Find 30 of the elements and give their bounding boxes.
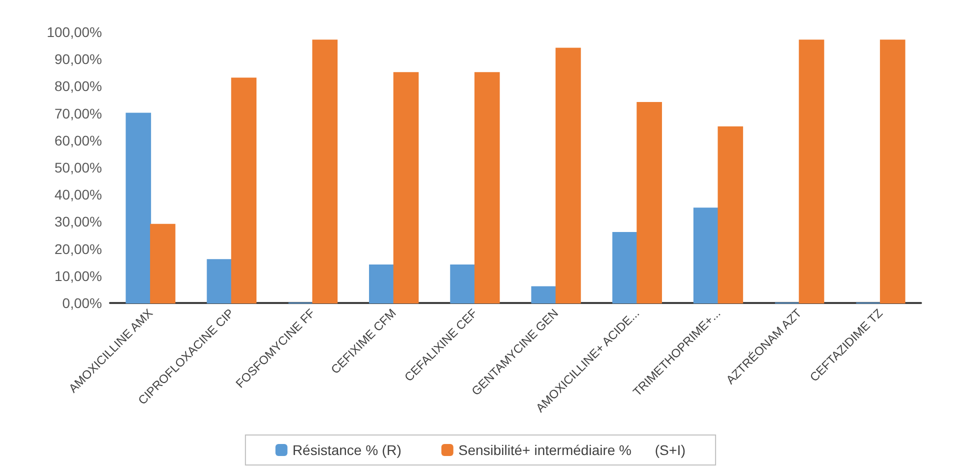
bar [474, 72, 500, 304]
bar [556, 48, 581, 304]
bar [612, 232, 638, 304]
bar [880, 40, 906, 304]
y-tick-label: 70,00% [54, 105, 102, 122]
y-tick-label: 0,00% [62, 295, 102, 311]
bar [531, 286, 557, 304]
bar [393, 72, 419, 304]
y-tick-label: 20,00% [54, 240, 102, 257]
y-tick-label: 50,00% [54, 160, 102, 176]
legend-label: Résistance % (R) [292, 442, 402, 458]
bar [126, 112, 152, 304]
bar [369, 264, 394, 304]
bar [798, 40, 824, 304]
bar [231, 78, 256, 304]
bar [450, 264, 476, 304]
legend-label: Sensibilité+ intermédiaire % (S+I) [458, 442, 686, 458]
bar [693, 208, 719, 304]
bar [312, 40, 338, 304]
bar [150, 224, 176, 304]
y-tick-label: 10,00% [54, 268, 102, 284]
y-tick-label: 100,00% [46, 24, 102, 40]
y-tick-label: 90,00% [54, 51, 102, 68]
y-tick-label: 40,00% [54, 186, 102, 203]
bar [718, 126, 744, 304]
bar [206, 259, 232, 304]
y-tick-label: 80,00% [54, 78, 102, 94]
bar [636, 102, 662, 304]
y-tick-label: 30,00% [54, 214, 102, 230]
y-tick-label: 60,00% [54, 132, 102, 148]
